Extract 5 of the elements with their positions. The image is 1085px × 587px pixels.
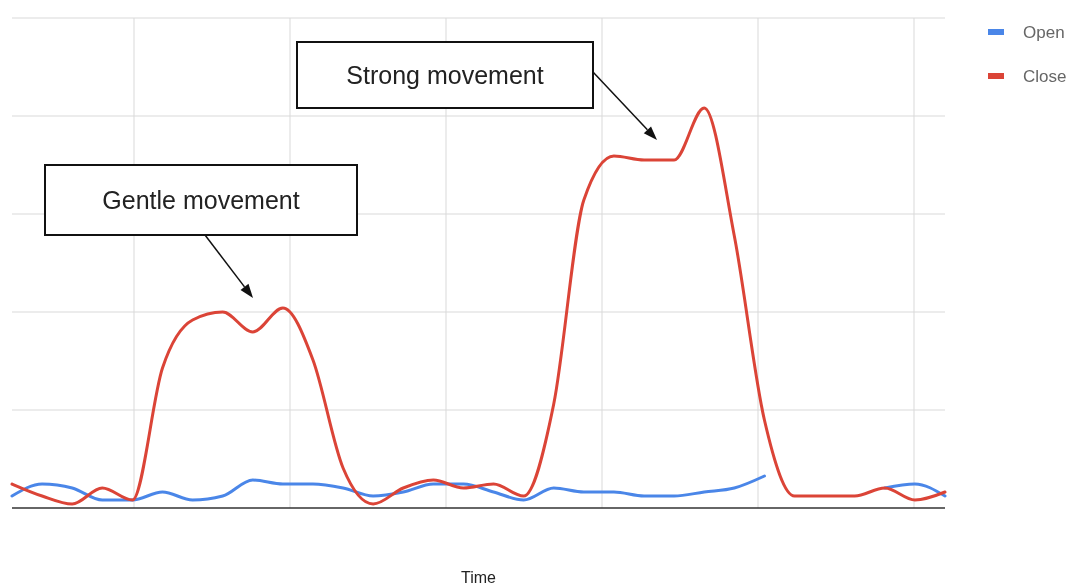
- legend-label: Open: [1023, 23, 1065, 42]
- text: Strong movement: [346, 61, 544, 89]
- x-axis-title: Time: [461, 569, 497, 586]
- legend-label: Close: [1023, 67, 1067, 86]
- annotation: Gentle movement: [102, 186, 300, 214]
